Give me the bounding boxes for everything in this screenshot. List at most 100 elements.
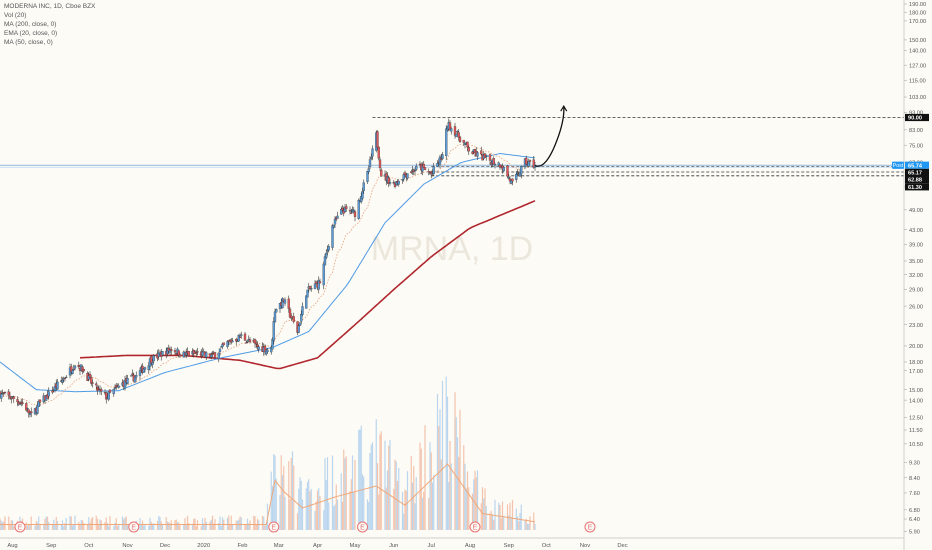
candle-body[interactable] <box>255 342 258 345</box>
candle-body[interactable] <box>315 281 318 284</box>
indicator-ema20[interactable]: EMA (20, close, 0) <box>4 30 58 37</box>
candle-body[interactable] <box>485 155 488 157</box>
candle-body[interactable] <box>51 390 54 393</box>
candle-body[interactable] <box>402 174 405 180</box>
candle-body[interactable] <box>340 209 343 215</box>
candle-body[interactable] <box>306 289 309 298</box>
candle-body[interactable] <box>421 165 424 172</box>
candle-body[interactable] <box>367 168 370 172</box>
candle-body[interactable] <box>61 380 64 383</box>
candle-body[interactable] <box>73 365 77 369</box>
earnings-marker[interactable]: E <box>14 521 26 533</box>
candle-body[interactable] <box>415 166 418 170</box>
indicator-ma200[interactable]: MA (200, close, 0) <box>4 21 57 28</box>
earnings-marker[interactable]: E <box>268 521 280 533</box>
candle-body[interactable] <box>410 171 413 173</box>
candle-body[interactable] <box>511 178 514 182</box>
candle-body[interactable] <box>317 280 320 290</box>
symbol-title[interactable]: MODERNA INC, 1D, Cboe BZX <box>4 3 96 10</box>
candle-body[interactable] <box>380 169 383 177</box>
candle-body[interactable] <box>333 218 337 225</box>
level-price-label[interactable]: 61.30 <box>905 183 929 191</box>
candle-body[interactable] <box>248 339 252 342</box>
candle-body[interactable] <box>231 340 234 343</box>
candle-body[interactable] <box>305 295 308 309</box>
candle-body[interactable] <box>21 402 24 404</box>
candle-body[interactable] <box>138 370 142 376</box>
candle-body[interactable] <box>371 148 374 157</box>
level-price-label[interactable]: 62.88 <box>905 176 929 184</box>
candle-body[interactable] <box>448 122 452 131</box>
candle-body[interactable] <box>256 344 259 347</box>
candle-body[interactable] <box>515 174 518 180</box>
candle-body[interactable] <box>257 346 260 350</box>
candle-body[interactable] <box>95 383 98 386</box>
candle-body[interactable] <box>318 281 322 284</box>
candle-body[interactable] <box>151 362 154 365</box>
candle-body[interactable] <box>175 353 178 355</box>
candle-body[interactable] <box>377 146 380 159</box>
candle-body[interactable] <box>492 158 495 165</box>
candle-body[interactable] <box>0 393 3 399</box>
candle-body[interactable] <box>195 352 198 354</box>
candle-body[interactable] <box>527 161 530 167</box>
candle-body[interactable] <box>457 132 460 138</box>
candle-body[interactable] <box>453 126 457 136</box>
candle-body[interactable] <box>131 373 134 376</box>
candle-body[interactable] <box>357 200 360 219</box>
candle-body[interactable] <box>226 341 229 347</box>
candle-body[interactable] <box>266 349 269 352</box>
candle-body[interactable] <box>253 339 257 344</box>
candle-body[interactable] <box>210 354 213 358</box>
candle-body[interactable] <box>130 375 133 377</box>
candle-body[interactable] <box>290 315 293 319</box>
candle-body[interactable] <box>161 351 164 356</box>
candle-body[interactable] <box>187 351 190 357</box>
candle-body[interactable] <box>82 369 85 372</box>
price-axis[interactable] <box>904 0 932 550</box>
candle-body[interactable] <box>287 298 290 309</box>
candle-body[interactable] <box>100 389 103 392</box>
candle-body[interactable] <box>332 225 335 228</box>
candle-body[interactable] <box>467 147 470 152</box>
candle-body[interactable] <box>450 128 453 132</box>
earnings-marker[interactable]: E <box>128 521 140 533</box>
candle-body[interactable] <box>283 299 287 304</box>
candle-body[interactable] <box>341 207 344 211</box>
candle-body[interactable] <box>135 374 138 378</box>
candle-body[interactable] <box>403 172 407 175</box>
candle-body[interactable] <box>218 348 222 352</box>
candle-body[interactable] <box>281 298 284 309</box>
candle-body[interactable] <box>441 154 444 160</box>
candle-body[interactable] <box>27 409 30 414</box>
candle-body[interactable] <box>323 256 327 266</box>
candle-body[interactable] <box>476 152 479 157</box>
candle-body[interactable] <box>471 151 474 154</box>
candle-body[interactable] <box>322 263 325 286</box>
candle-body[interactable] <box>427 171 430 173</box>
candle-body[interactable] <box>422 163 425 168</box>
candle-body[interactable] <box>113 387 117 390</box>
candle-body[interactable] <box>38 399 42 403</box>
candle-body[interactable] <box>3 391 7 394</box>
candle-body[interactable] <box>432 166 435 175</box>
candle-body[interactable] <box>325 252 328 258</box>
candle-body[interactable] <box>388 182 392 184</box>
candle-body[interactable] <box>313 283 317 290</box>
candle-body[interactable] <box>361 191 364 199</box>
candle-body[interactable] <box>300 314 303 322</box>
candle-body[interactable] <box>238 336 242 338</box>
candle-body[interactable] <box>378 159 382 169</box>
indicator-ma50[interactable]: MA (50, close, 0) <box>4 39 53 46</box>
candle-body[interactable] <box>462 139 465 143</box>
candle-body[interactable] <box>26 407 29 410</box>
candle-body[interactable] <box>270 347 273 353</box>
candle-body[interactable] <box>25 403 28 411</box>
candle-body[interactable] <box>173 350 177 353</box>
candle-body[interactable] <box>497 162 500 166</box>
candle-body[interactable] <box>480 150 483 155</box>
candle-body[interactable] <box>70 366 73 373</box>
candle-body[interactable] <box>353 211 357 217</box>
candle-body[interactable] <box>298 322 302 326</box>
